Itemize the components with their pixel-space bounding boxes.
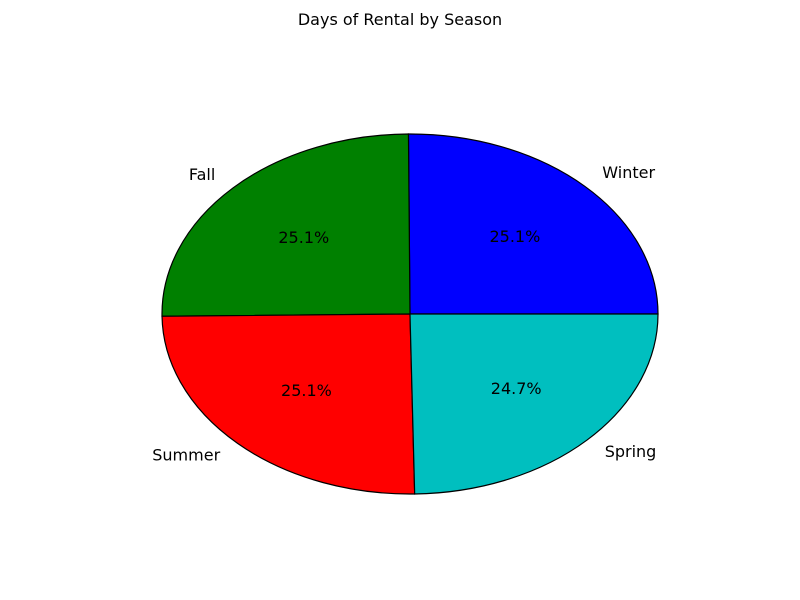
slice-label-fall: Fall <box>189 165 215 184</box>
pie-slice-summer <box>161 313 416 495</box>
pie-slice-fall <box>161 133 411 317</box>
pie-slice-spring <box>409 313 659 495</box>
slice-label-summer: Summer <box>152 446 220 465</box>
pie-slice-winter <box>407 133 659 315</box>
slice-label-spring: Spring <box>605 442 657 461</box>
slice-percent-summer: 25.1% <box>281 381 332 400</box>
chart-title: Days of Rental by Season <box>297 10 503 29</box>
slice-label-winter: Winter <box>602 163 655 182</box>
slice-percent-spring: 24.7% <box>491 379 542 398</box>
slice-percent-winter: 25.1% <box>489 227 540 246</box>
slice-percent-fall: 25.1% <box>278 228 329 247</box>
